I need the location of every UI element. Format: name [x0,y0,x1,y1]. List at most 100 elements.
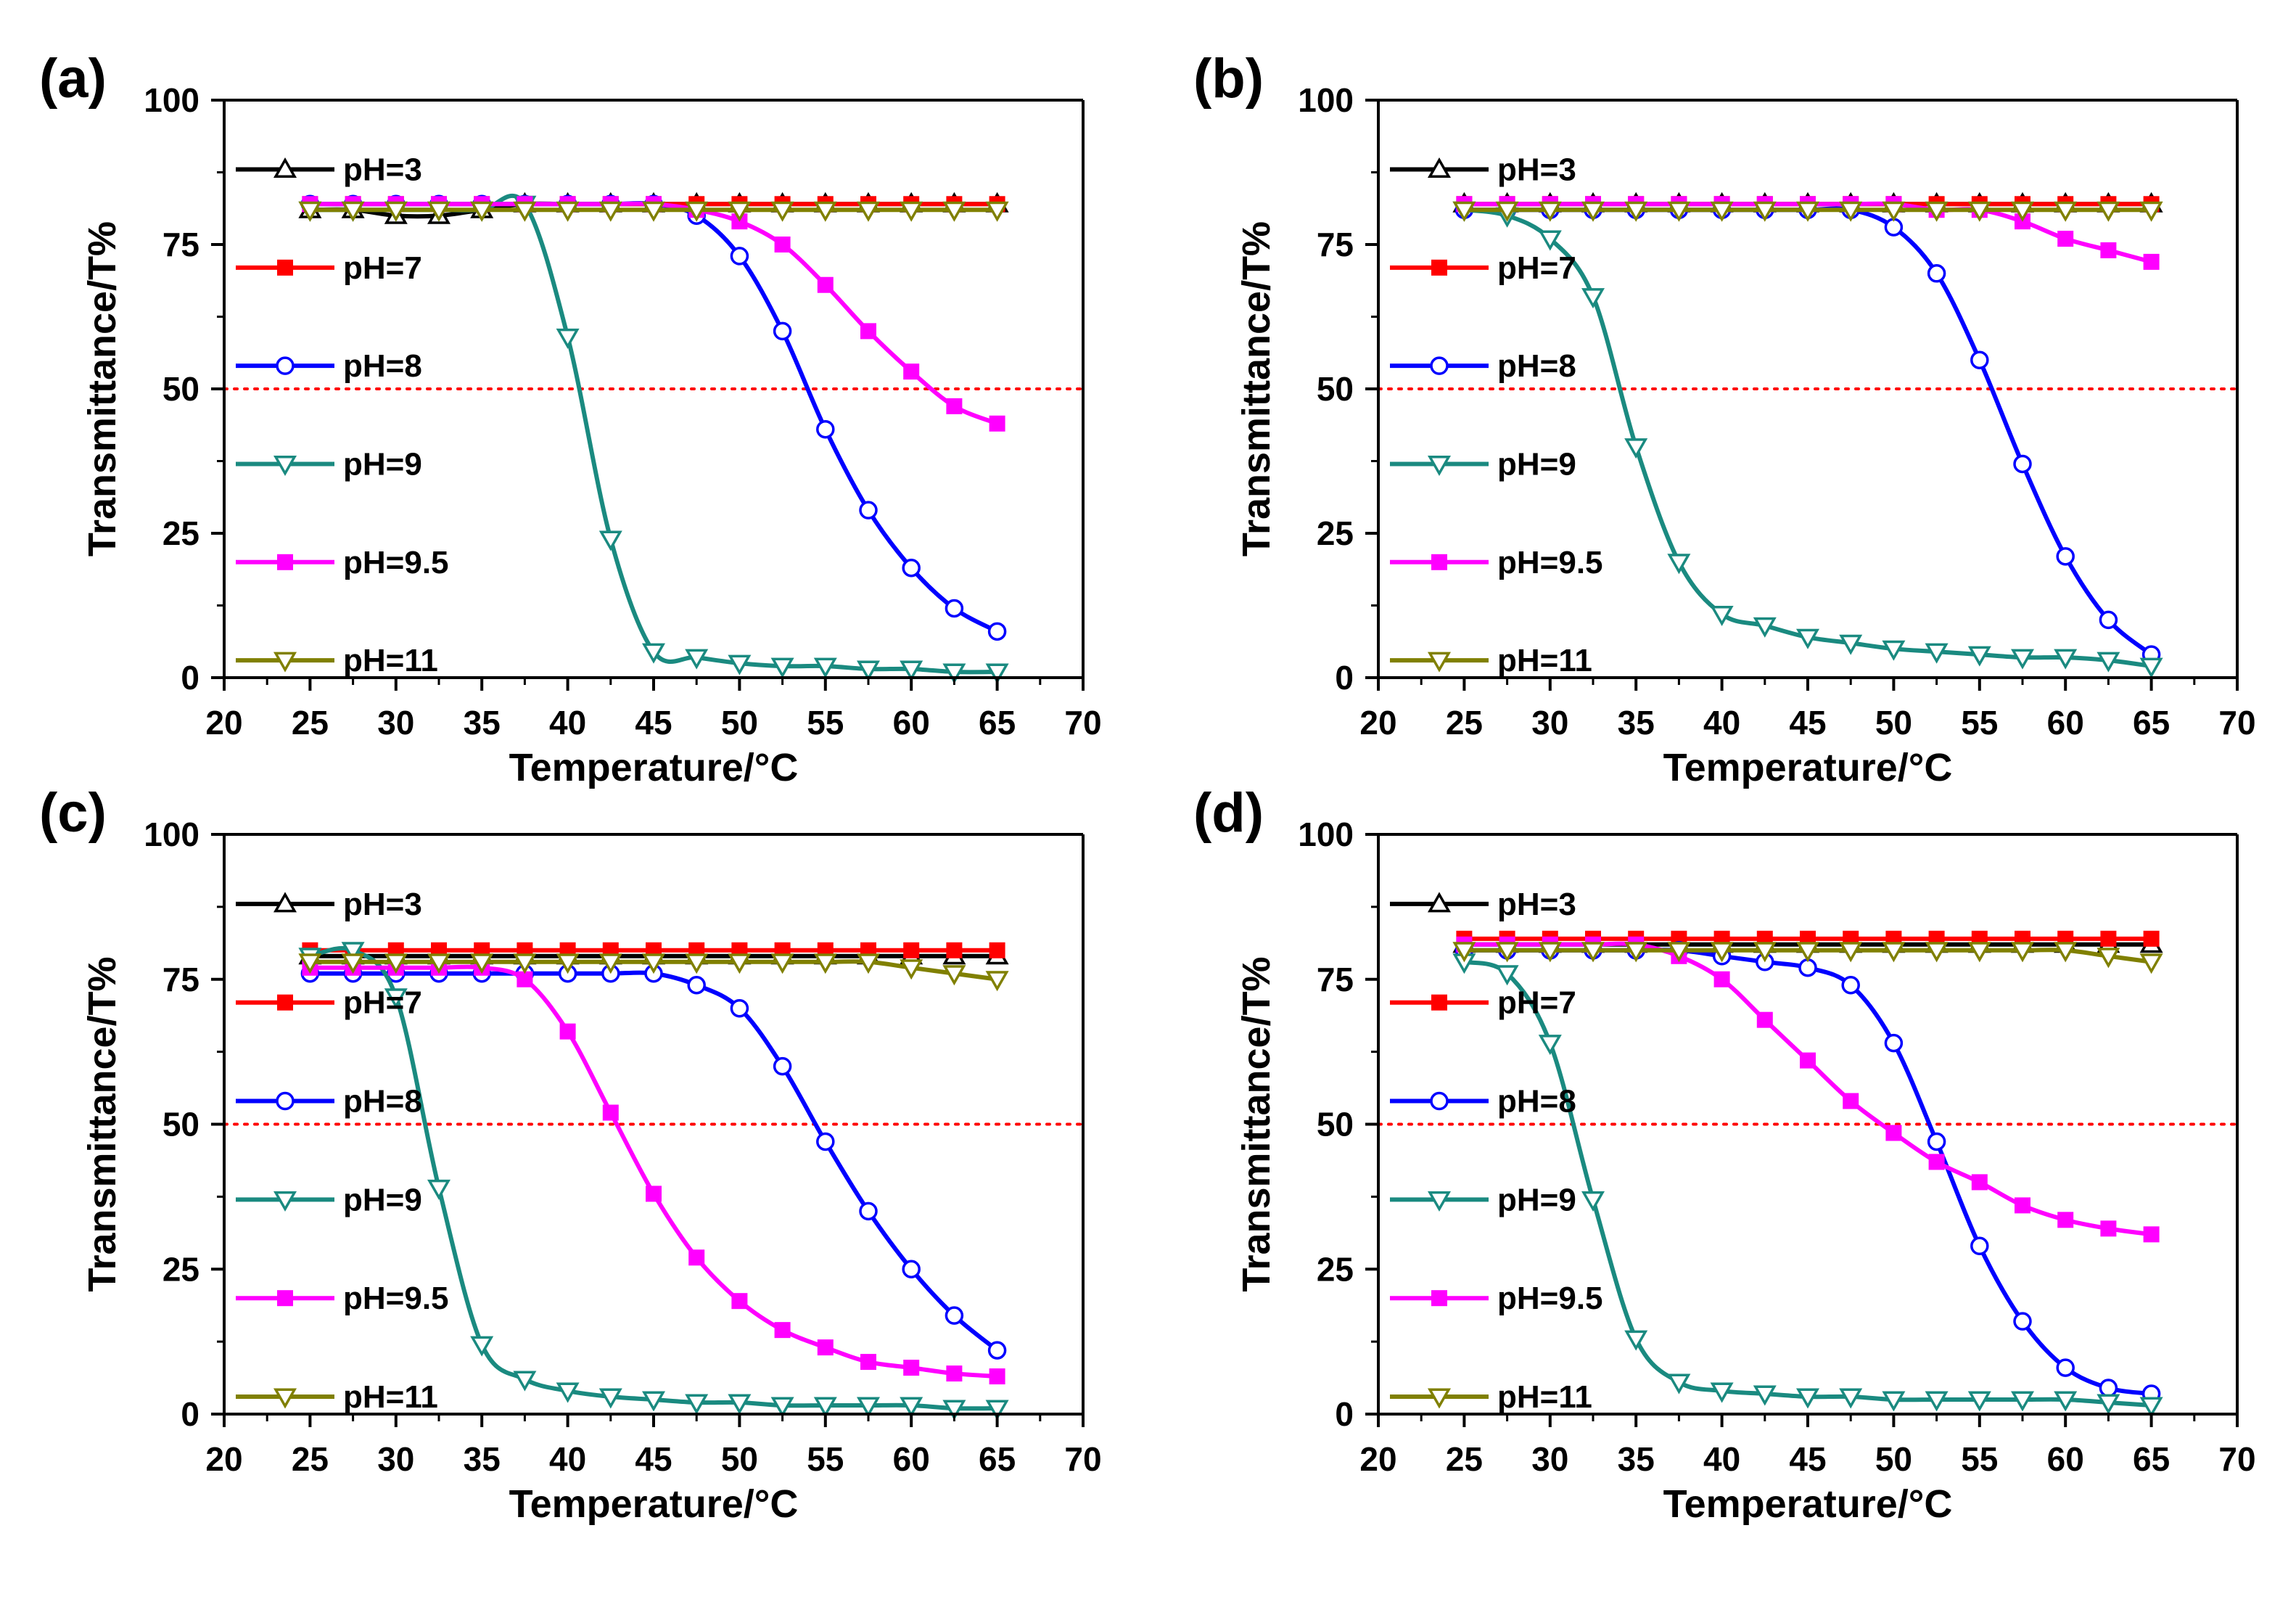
data-point [2097,201,2120,222]
legend-label: pH=8 [1497,1084,1576,1120]
y-tick-label: 100 [1298,81,1354,119]
data-point [1927,1132,1946,1151]
data-point [902,559,921,578]
x-tick-label: 65 [2133,704,2170,742]
data-point [687,975,706,995]
y-tick-label: 0 [1335,659,1354,697]
data-point [273,892,297,913]
y-tick-label: 75 [1317,961,1354,998]
data-point [2056,1358,2075,1377]
x-tick-label: 60 [2047,704,2084,742]
data-point [598,1388,622,1409]
data-point [517,971,533,987]
y-tick-label: 100 [144,816,199,853]
data-point [641,643,666,664]
data-point [1495,942,1519,963]
series-pH=11 [298,953,1009,992]
data-point [470,1336,494,1357]
data-point [641,953,666,974]
x-tick-label: 45 [635,1440,672,1478]
series-pH=9 [1452,953,2163,1418]
data-point [2139,657,2163,678]
data-point [1967,201,1991,222]
series-pH=9.5 [302,196,1005,432]
data-point [1970,350,1989,369]
legend: pH=3 pH=7 pH=8 pH=9 pH=9.5 pH=11 [236,152,449,678]
data-point [1452,201,1476,222]
data-point [1667,942,1691,963]
data-point [1667,201,1691,222]
data-point [1427,1388,1452,1409]
data-point [770,1397,794,1418]
data-point [1925,942,1949,963]
data-point [273,157,297,178]
legend-label: pH=11 [343,1379,438,1415]
data-point [470,201,494,222]
data-point [341,953,365,974]
data-point [273,455,297,477]
x-tick-label: 60 [2047,1440,2084,1478]
data-point [1427,892,1452,913]
data-point [1795,1388,1820,1409]
data-point [1967,942,1991,963]
data-point [1430,1091,1449,1111]
x-axis-title: Temperature/°C [509,746,799,789]
x-tick-label: 20 [205,704,242,742]
data-point [816,1132,835,1151]
y-tick-label: 25 [1317,514,1354,552]
data-point [277,994,293,1011]
data-point [273,1388,297,1409]
data-point [384,953,408,974]
data-point [1971,1174,1988,1191]
data-point [277,554,293,570]
x-tick-label: 65 [979,1440,1016,1478]
y-tick-label: 100 [1298,816,1354,853]
data-point [1624,201,1648,222]
data-point [2013,1312,2032,1331]
y-tick-label: 50 [162,370,199,408]
series-pH=11 [1452,942,2163,974]
data-point [987,1341,1007,1360]
data-point [341,201,365,222]
data-point [859,501,878,519]
x-tick-label: 30 [1531,704,1568,742]
chart-panel-a: 20 25 30 35 40 45 50 55 60 65 70 0 25 50 75 100 Temperat… [39,48,1102,789]
legend-label: pH=9 [343,446,422,482]
data-point [384,988,408,1009]
data-point [989,942,1005,958]
data-point [773,1056,792,1076]
data-point [685,1394,709,1415]
legend-label: pH=7 [1497,985,1576,1021]
x-tick-label: 35 [464,1440,501,1478]
data-point [341,942,365,963]
data-point [2010,201,2035,222]
y-tick-label: 25 [1317,1250,1354,1288]
data-point [1431,259,1447,276]
panel-label: (a) [39,48,107,110]
data-point [985,971,1009,992]
legend-label: pH=11 [343,643,438,678]
legend-label: pH=3 [343,152,422,188]
data-point [1885,1125,1902,1141]
y-tick-label: 0 [181,659,199,697]
y-tick-label: 25 [162,1250,199,1288]
data-point [556,328,580,349]
y-tick-label: 100 [144,81,199,119]
data-point [276,1091,295,1111]
data-point [900,201,923,222]
data-point [728,1394,752,1415]
data-point [2054,649,2078,670]
data-point [2010,1391,2035,1412]
data-point [427,953,451,974]
data-point [384,201,408,222]
data-point [989,1368,1005,1385]
data-point [774,1322,791,1339]
data-point [813,657,837,678]
data-point [2097,652,2120,673]
data-point [1538,201,1562,222]
legend-label: pH=9.5 [1497,1281,1603,1316]
data-point [1624,1330,1648,1351]
x-tick-label: 30 [377,1440,414,1478]
data-point [1710,1382,1734,1403]
